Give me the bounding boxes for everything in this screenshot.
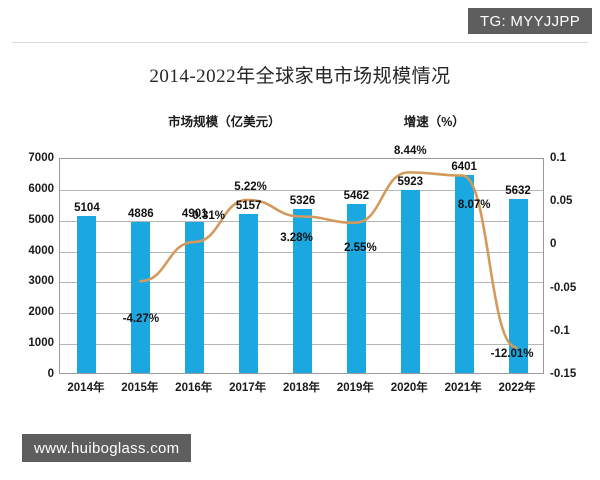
y-axis-left-tick: 4000 (28, 244, 54, 257)
bar[interactable] (77, 215, 97, 373)
line-value-label: -12.01% (490, 348, 534, 361)
legend-swatch-line-icon (367, 119, 397, 123)
y-axis-left-tick: 0 (47, 368, 54, 380)
gridline (60, 189, 543, 191)
legend-item-line-series[interactable]: 增速（%） (367, 111, 465, 130)
plot-area: 5104 4886 4901 5157 5326 5462 5923 6401 5632 -4.… (59, 145, 544, 374)
y-axis-left-tick: 2000 (28, 306, 54, 319)
line-value-label: 2.55% (344, 242, 377, 255)
x-axis-tick: 2017年 (229, 382, 267, 394)
line-value-label: -4.27% (122, 313, 160, 326)
line-series-layer (60, 159, 543, 373)
bar-value-label: 5326 (289, 194, 316, 207)
x-axis-tick: 2015年 (121, 382, 159, 394)
y-axis-right-tick: -0.05 (550, 281, 577, 294)
bar-value-label: 6401 (451, 161, 477, 174)
legend-label-bar-series: 市场规模（亿美元） (168, 115, 281, 129)
x-axis-tick: 2018年 (282, 382, 321, 394)
bar[interactable] (293, 208, 312, 373)
line-value-label: 0.31% (192, 209, 226, 222)
watermark-bottom-left: www.huiboglass.com (22, 434, 192, 462)
y-axis-left-tick: 6000 (28, 182, 54, 195)
y-axis-right: -0.15 -0.1 -0.05 0 0.05 0.1 (550, 152, 600, 380)
y-axis-left-tick: 1000 (28, 337, 54, 350)
x-axis: 2014年 2015年 2016年 2017年 2018年 2019年 2020年 2021年… (12, 379, 535, 399)
y-axis-left-tick: 3000 (28, 275, 54, 288)
y-axis-left: 0 1000 2000 3000 4000 5000 6000 7000 (12, 152, 54, 380)
bar-series-layer (60, 159, 543, 373)
line-value-label: 8.07% (457, 198, 491, 211)
bar[interactable] (400, 190, 420, 373)
line-value-label: 5.22% (234, 181, 267, 194)
chart-legend: 市场规模（亿美元） 增速（%） (12, 111, 588, 130)
legend-item-bar-series[interactable]: 市场规模（亿美元） (135, 111, 281, 130)
bar-value-label: 4901 (181, 207, 208, 220)
y-axis-left-tick: 5000 (28, 213, 54, 226)
bar[interactable] (239, 213, 259, 373)
x-axis-tick: 2022年 (498, 382, 536, 394)
bar[interactable] (131, 222, 151, 373)
bar-value-labels: 5104 4886 4901 5157 5326 5462 5923 6401 5632 (60, 159, 543, 373)
line-value-label: 3.28% (280, 232, 313, 245)
legend-swatch-bar-icon (135, 115, 161, 126)
bar-value-label: 5923 (397, 176, 424, 189)
bar-value-label: 4886 (128, 208, 154, 221)
line-value-labels: -4.27% 0.31% 5.22% 3.28% 2.55% 8.44% 8.07% -12.… (60, 145, 543, 373)
x-axis-tick: 2021年 (444, 382, 482, 394)
bar[interactable] (454, 175, 474, 373)
x-axis-tick: 2020年 (390, 382, 428, 394)
y-axis-right-tick: -0.15 (550, 368, 577, 380)
y-axis-right-tick: 0.1 (550, 152, 566, 164)
y-axis-right-tick: -0.1 (550, 324, 570, 337)
watermark-top-right: TG: MYYJJPP (468, 8, 592, 34)
bar-value-label: 5632 (505, 185, 531, 198)
chart-title: 2014-2022年全球家电市场规模情况 (149, 66, 451, 87)
bar[interactable] (185, 221, 205, 373)
y-axis-left-tick: 7000 (28, 152, 54, 164)
x-axis-tick: 2014年 (67, 382, 105, 394)
line-value-label: 8.44% (393, 145, 427, 158)
x-axis-tick: 2019年 (336, 382, 374, 394)
y-axis-right-tick: 0 (550, 238, 557, 251)
bar[interactable] (508, 199, 528, 373)
bar-value-label: 5462 (343, 190, 370, 203)
bar-value-label: 5157 (235, 199, 262, 212)
legend-label-line-series: 增速（%） (403, 115, 465, 129)
chart-container: 2014-2022年全球家电市场规模情况 市场规模（亿美元） 增速（%） 0 10… (12, 42, 588, 423)
x-axis-tick: 2016年 (175, 382, 213, 394)
y-axis-right-tick: 0.05 (550, 195, 573, 208)
bar[interactable] (346, 204, 366, 373)
bar-value-label: 5104 (74, 201, 100, 214)
